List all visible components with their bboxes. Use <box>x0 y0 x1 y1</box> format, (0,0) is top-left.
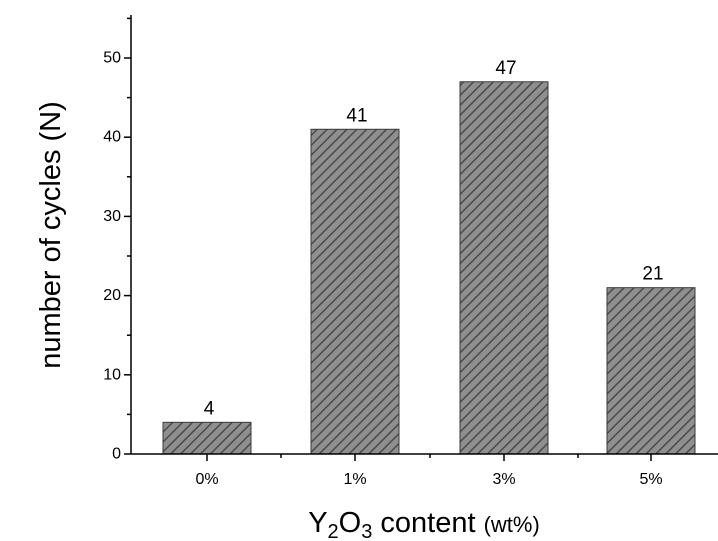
x-axis-title-y: Y <box>308 507 327 539</box>
x-ticks-group: 0% 1% 3% 5% <box>195 454 663 488</box>
x-tick-label-1pct: 1% <box>343 471 366 488</box>
x-axis-title-unit: (wt%) <box>484 512 540 537</box>
x-axis-title-sub-2: 2 <box>328 521 339 541</box>
x-axis-title-o: O <box>339 507 362 539</box>
x-tick-label-5pct: 5% <box>639 471 662 488</box>
data-label-5pct: 21 <box>642 264 663 285</box>
y-tick-label: 30 <box>103 208 121 225</box>
y-axis-title: number of cycles (N) <box>35 101 67 369</box>
x-axis-title-content: content <box>372 507 483 539</box>
bar-1pct <box>310 128 400 455</box>
data-label-3pct: 47 <box>495 58 516 79</box>
y-ticks-group: 0 10 20 30 40 50 <box>103 17 131 463</box>
data-label-1pct: 41 <box>346 105 367 126</box>
data-label-0pct: 4 <box>204 398 215 419</box>
x-tick-label-3pct: 3% <box>492 471 515 488</box>
bar-5pct <box>606 287 696 455</box>
x-tick-label-0pct: 0% <box>195 471 218 488</box>
y-tick-label: 20 <box>103 287 121 304</box>
x-axis-title: Y2O3 content (wt%) <box>308 507 540 541</box>
y-tick-label: 40 <box>103 129 121 146</box>
bar-3pct <box>459 81 549 455</box>
x-axis-title-sub-3: 3 <box>361 521 372 541</box>
bars-group <box>162 81 696 455</box>
y-tick-label: 10 <box>103 366 121 383</box>
y-tick-label: 50 <box>103 50 121 67</box>
y-tick-label: 0 <box>112 446 121 463</box>
bar-0pct <box>162 421 252 455</box>
data-labels-group: 4 41 47 21 <box>204 58 664 420</box>
